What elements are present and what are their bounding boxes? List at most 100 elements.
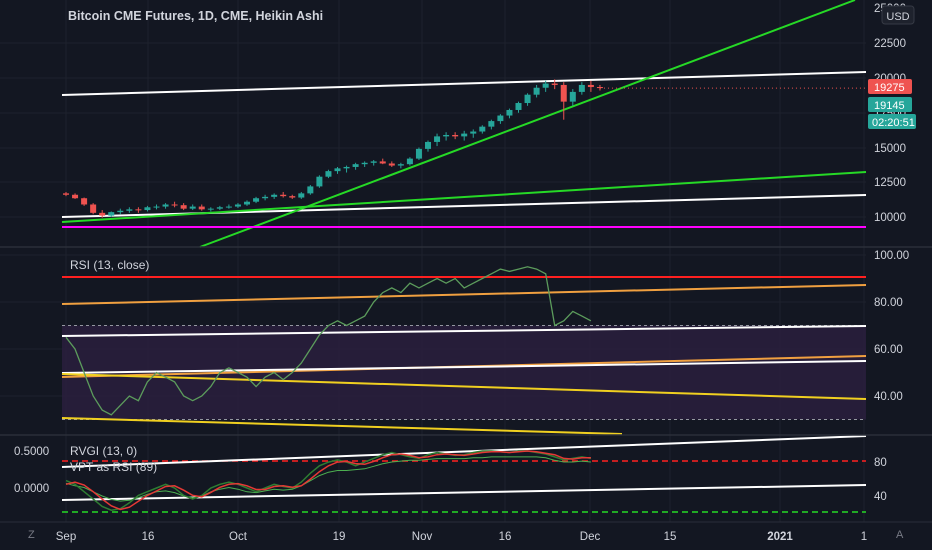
vpt-tick-label: 40	[874, 491, 887, 503]
candle-body	[596, 87, 603, 89]
candle-body	[162, 204, 169, 207]
time-tick-label: Dec	[580, 531, 601, 543]
candle-body	[406, 158, 413, 165]
rvgi-tick-label: 0.5000	[14, 446, 49, 458]
candle-body	[63, 193, 69, 195]
trendlines-main	[61, 0, 867, 248]
time-tick-label: 19	[333, 531, 346, 543]
vpt-label[interactable]: VPT as RSI (89)	[70, 460, 157, 474]
candle-body	[515, 103, 522, 110]
time-tick-label: 1	[861, 531, 867, 543]
rvgi-label[interactable]: RVGI (13, 0)	[70, 444, 137, 458]
candle-body	[198, 206, 205, 210]
rsi-axis[interactable]: 100.00 80.00 60.00 40.00	[874, 250, 909, 403]
candle-body	[153, 206, 160, 208]
rsi-tick-label: 80.00	[874, 297, 903, 309]
candle-body	[234, 204, 241, 207]
rsi-tick-label: 40.00	[874, 391, 903, 403]
rsi-pane[interactable]	[61, 266, 867, 435]
candle-body	[334, 168, 341, 172]
candle-body	[443, 134, 450, 137]
candle-body	[452, 134, 459, 137]
rvgi-signal-line	[65, 450, 591, 511]
candle-body	[144, 207, 151, 211]
candle-body	[533, 87, 540, 95]
candle-body	[171, 204, 178, 206]
candle-body	[397, 164, 404, 166]
candle-body	[271, 194, 278, 197]
last-price-badge: 19275	[868, 79, 912, 94]
candle-body	[425, 141, 431, 149]
candle-body	[470, 131, 477, 134]
candle-body	[280, 194, 287, 197]
time-tick-label: Oct	[229, 531, 248, 543]
prev-price-value: 19145	[874, 100, 905, 112]
candle-body	[325, 171, 332, 177]
rsi-white-upper	[61, 325, 867, 337]
currency-label: USD	[886, 11, 909, 23]
rsi-label[interactable]: RSI (13, close)	[70, 258, 149, 272]
candle-body	[126, 209, 133, 211]
prev-price-badge: 19145	[868, 97, 912, 112]
rsi-band	[62, 325, 866, 420]
auto-scale-button[interactable]: A	[896, 529, 904, 541]
candle-body	[225, 206, 232, 208]
time-tick-label: 16	[142, 531, 155, 543]
candle-body	[479, 126, 486, 132]
trendline-green-steep	[199, 0, 856, 248]
countdown-value: 02:20:51	[872, 117, 915, 129]
candle-body	[560, 84, 567, 102]
candle-body	[587, 84, 594, 88]
time-tick-label: 16	[499, 531, 512, 543]
candle-body	[551, 83, 558, 85]
candle-body	[497, 115, 504, 122]
candle-body	[434, 136, 441, 142]
time-axis[interactable]: Sep 16 Oct 19 Nov 16 Dec 15 2021 1	[56, 531, 867, 543]
price-tick-label: 12500	[874, 177, 906, 189]
rsi-yellow-lower	[61, 417, 623, 435]
candle-body	[524, 94, 531, 104]
rsi-white-lower	[61, 360, 867, 374]
candle-body	[379, 161, 386, 164]
candle-body	[189, 206, 196, 209]
rvgi-pane[interactable]	[61, 435, 867, 513]
trendline-green-lower	[61, 171, 867, 223]
candle-body	[135, 209, 142, 211]
candle-body	[506, 109, 513, 116]
candle-body	[262, 196, 269, 199]
candle-body	[569, 91, 576, 102]
rsi-tick-label: 60.00	[874, 344, 903, 356]
candle-body	[90, 204, 97, 213]
time-tick-label: 2021	[767, 531, 793, 543]
candle-body	[388, 163, 395, 166]
candle-body	[289, 196, 296, 198]
countdown-badge: 02:20:51	[868, 114, 916, 129]
time-tick-label: Nov	[412, 531, 433, 543]
currency-button[interactable]	[881, 5, 915, 25]
candle-body	[542, 83, 549, 88]
candle-body	[488, 121, 495, 127]
last-price-value: 19275	[874, 82, 905, 94]
rvgi-white-upper	[61, 435, 867, 468]
trendline-white-upper	[61, 71, 867, 96]
candle-body	[307, 186, 314, 194]
price-pane[interactable]	[61, 0, 867, 248]
rvgi-tick-label: 0.0000	[14, 483, 49, 495]
price-tick-label: 10000	[874, 212, 906, 224]
candle-body	[316, 176, 323, 187]
candle-body	[81, 198, 88, 205]
candle-body	[207, 208, 214, 210]
candle-body	[117, 210, 124, 213]
candles	[63, 79, 866, 218]
candle-body	[370, 161, 377, 163]
candle-body	[108, 212, 115, 216]
rsi-orange-upper	[61, 284, 867, 305]
candle-body	[352, 164, 359, 167]
rsi-line	[65, 266, 592, 416]
rsi-yellow-line	[61, 373, 867, 400]
candle-body	[578, 84, 585, 92]
timezone-button[interactable]: Z	[28, 529, 35, 541]
rvgi-axis[interactable]: 0.5000 0.0000 80 40	[14, 446, 887, 503]
rvgi-drawings	[61, 435, 867, 513]
